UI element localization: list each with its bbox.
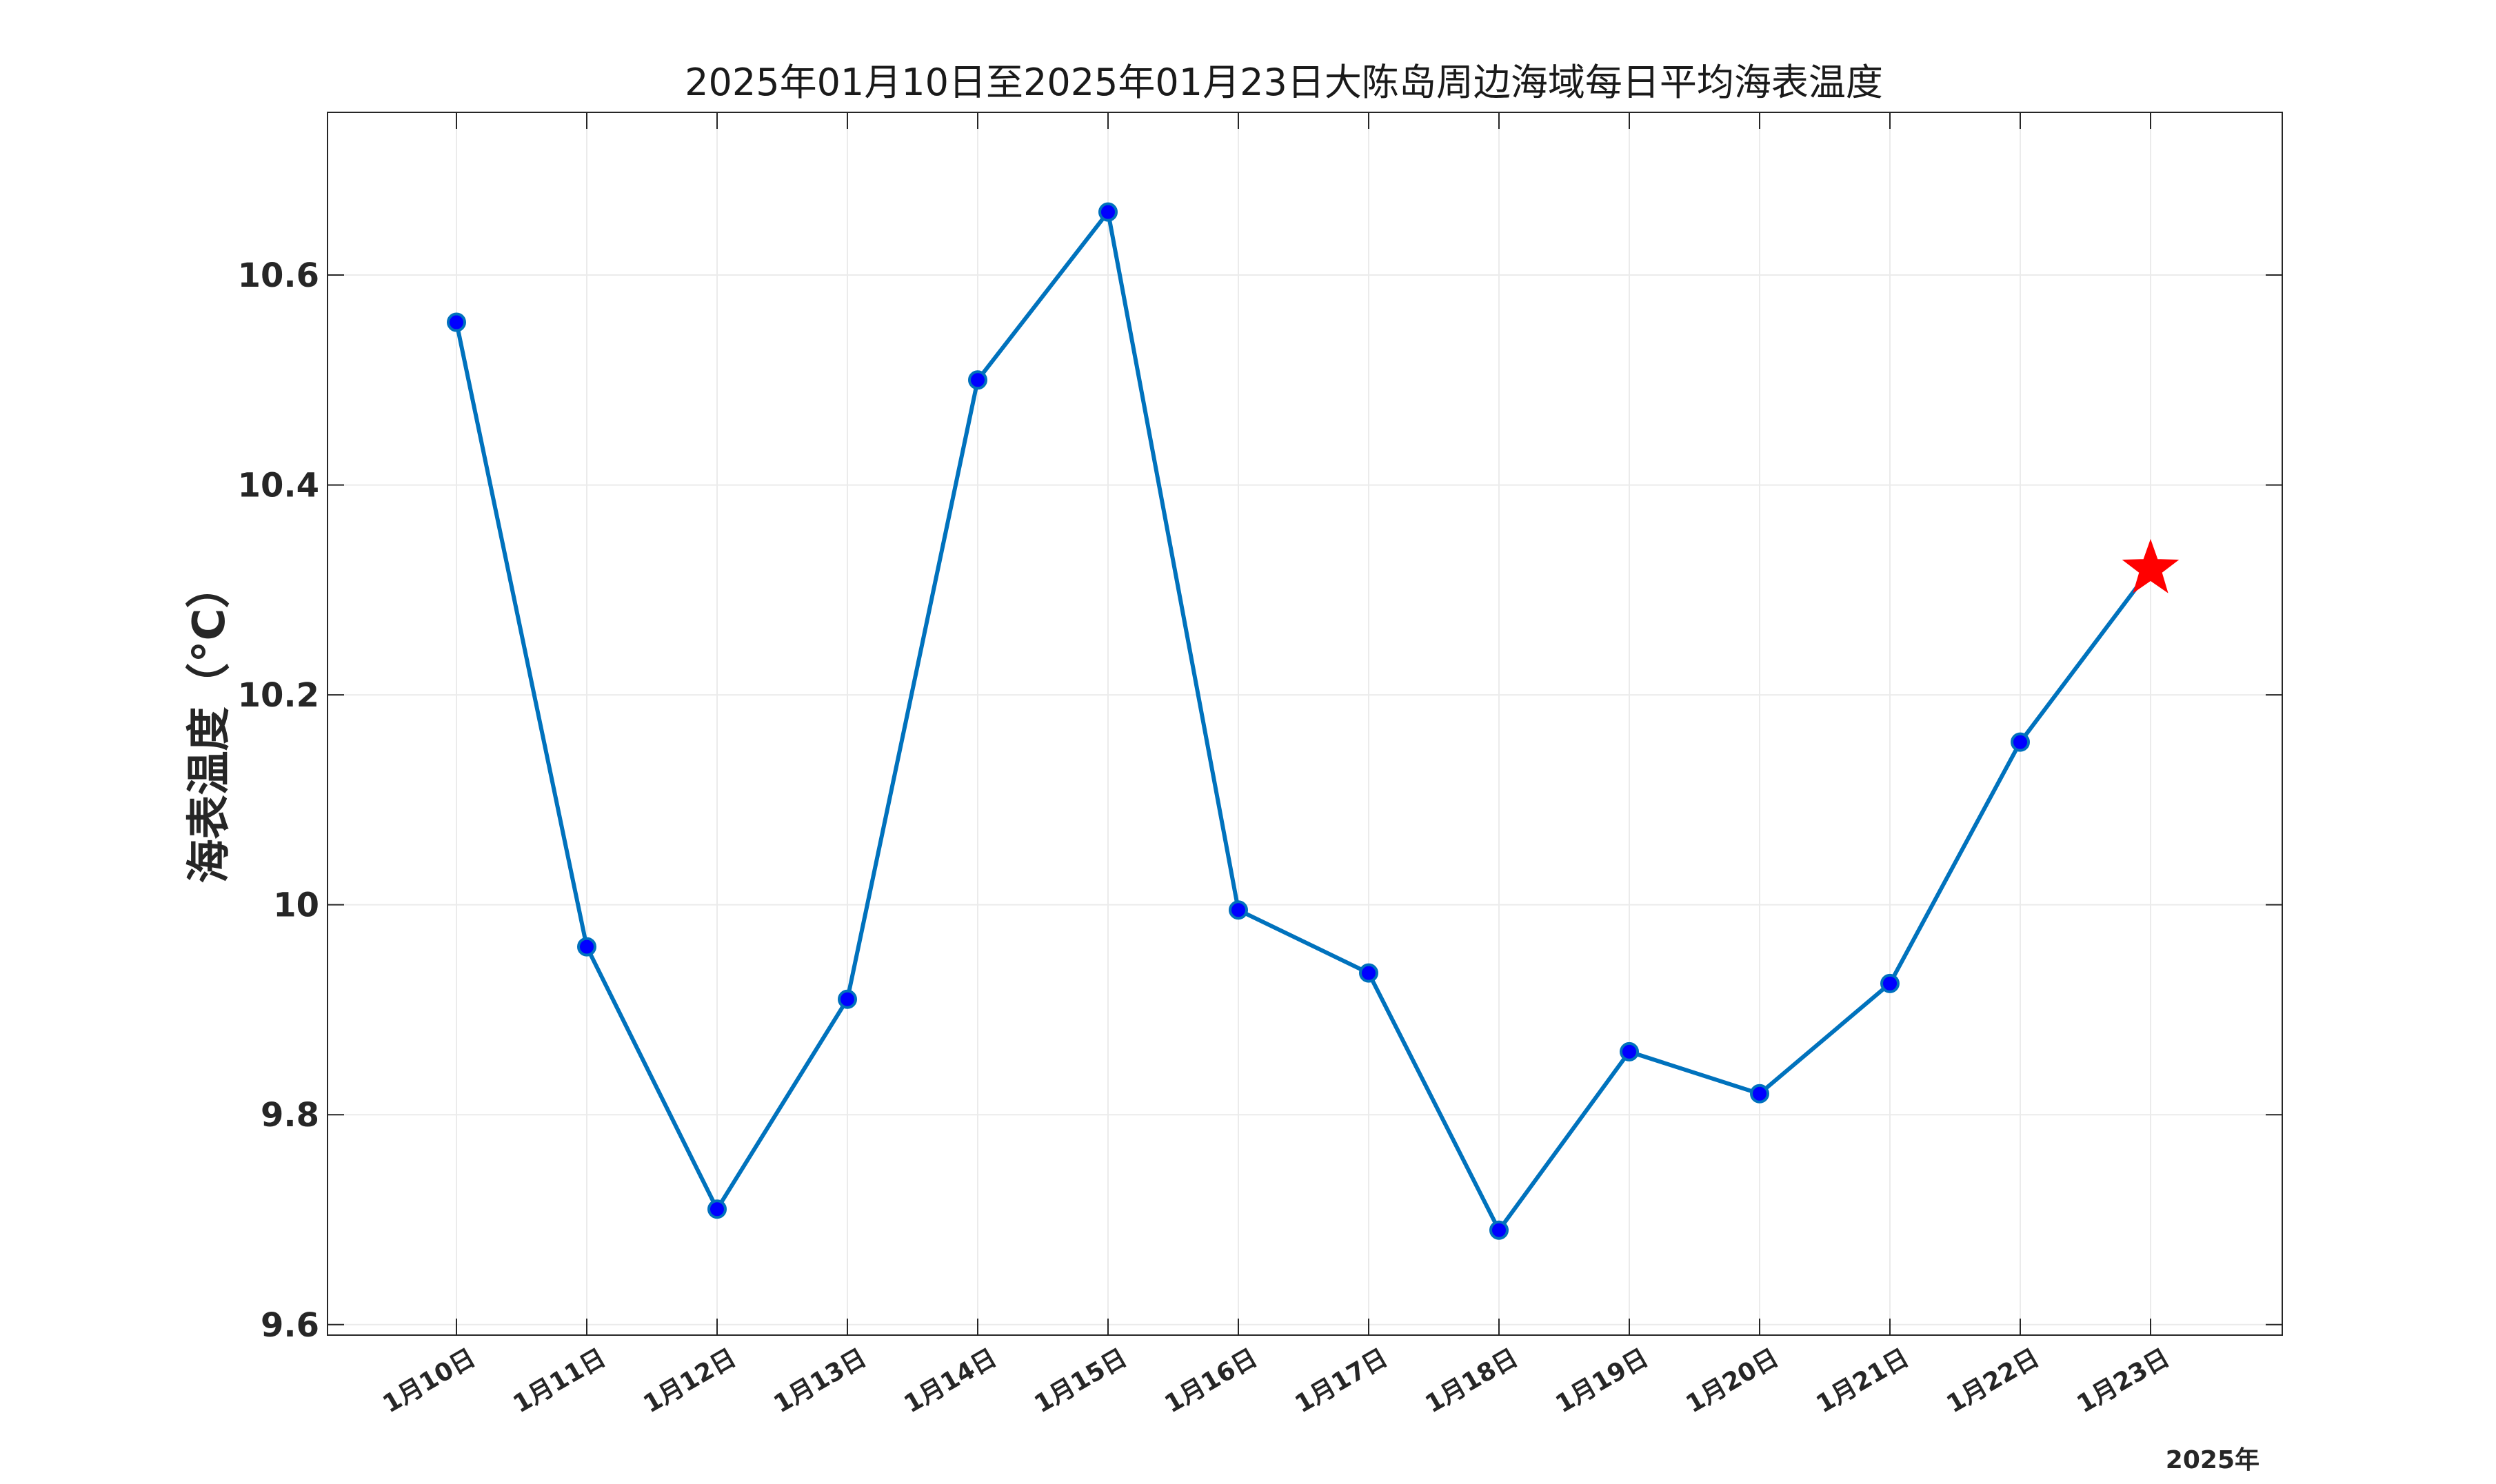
data-point xyxy=(1098,202,1118,222)
y-tick-label: 9.8 xyxy=(261,1096,319,1135)
data-point xyxy=(447,312,466,332)
y-tick-label: 10.4 xyxy=(238,467,319,505)
data-point xyxy=(2011,732,2030,752)
data-point xyxy=(1359,963,1378,983)
y-axis-label: 海表温度（°C） xyxy=(184,565,235,884)
y-tick-label: 10 xyxy=(273,886,319,925)
plot-area xyxy=(328,112,2282,1335)
chart-title: 2025年01月10日至2025年01月23日大陈岛周边海域每日平均海表温度 xyxy=(685,61,1883,104)
y-tick-labels: 9.6 9.8 10 10.2 10.4 10.6 xyxy=(238,256,319,1345)
series-line xyxy=(454,210,2153,1232)
data-point xyxy=(1620,1041,1639,1061)
y-tick-label: 10.2 xyxy=(238,676,319,715)
data-point xyxy=(1750,1084,1769,1104)
data-point xyxy=(707,1199,727,1219)
y-tick-label: 9.6 xyxy=(261,1306,319,1345)
data-point xyxy=(968,370,987,390)
grid-lines xyxy=(328,112,2282,1335)
y-tick-label: 10.6 xyxy=(238,256,319,295)
data-point xyxy=(1489,1220,1509,1240)
data-point-star xyxy=(2122,538,2180,593)
x-secondary-label: 2025年 xyxy=(2166,1446,2260,1474)
plot-frame xyxy=(327,112,2283,1336)
axis-ticks xyxy=(328,112,2282,1335)
data-point xyxy=(1880,973,1900,993)
data-point xyxy=(577,937,596,957)
data-point xyxy=(1229,900,1248,920)
series-line-layer xyxy=(454,210,2153,1232)
data-point xyxy=(838,989,857,1009)
data-markers xyxy=(447,202,2180,1240)
